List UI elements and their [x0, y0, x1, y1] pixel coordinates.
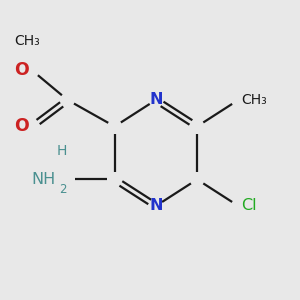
Text: 2: 2: [59, 183, 67, 196]
Text: NH: NH: [32, 172, 56, 187]
Text: N: N: [149, 198, 163, 213]
Text: O: O: [14, 61, 29, 80]
Text: CH₃: CH₃: [15, 34, 40, 48]
Text: CH₃: CH₃: [241, 93, 267, 107]
Text: Cl: Cl: [241, 198, 257, 213]
Text: H: H: [56, 145, 67, 158]
Text: N: N: [149, 92, 163, 107]
Text: O: O: [14, 117, 29, 135]
